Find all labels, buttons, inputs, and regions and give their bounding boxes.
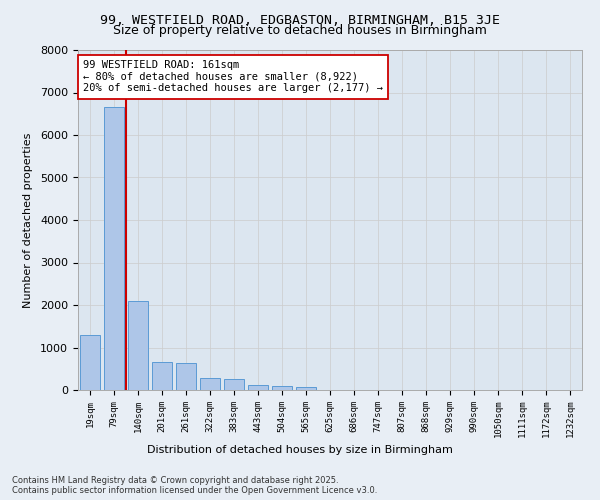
Text: 99 WESTFIELD ROAD: 161sqm
← 80% of detached houses are smaller (8,922)
20% of se: 99 WESTFIELD ROAD: 161sqm ← 80% of detac…	[83, 60, 383, 94]
Text: Size of property relative to detached houses in Birmingham: Size of property relative to detached ho…	[113, 24, 487, 37]
Text: Distribution of detached houses by size in Birmingham: Distribution of detached houses by size …	[147, 445, 453, 455]
Bar	[152, 362, 172, 390]
Bar	[200, 378, 220, 390]
Bar	[104, 108, 124, 390]
Bar	[224, 379, 244, 390]
Bar	[128, 300, 148, 390]
Bar	[80, 335, 100, 390]
Bar	[248, 385, 268, 390]
Text: Contains HM Land Registry data © Crown copyright and database right 2025.
Contai: Contains HM Land Registry data © Crown c…	[12, 476, 377, 495]
Bar	[176, 363, 196, 390]
Y-axis label: Number of detached properties: Number of detached properties	[23, 132, 33, 308]
Bar	[296, 388, 316, 390]
Text: 99, WESTFIELD ROAD, EDGBASTON, BIRMINGHAM, B15 3JE: 99, WESTFIELD ROAD, EDGBASTON, BIRMINGHA…	[100, 14, 500, 27]
Bar	[272, 386, 292, 390]
